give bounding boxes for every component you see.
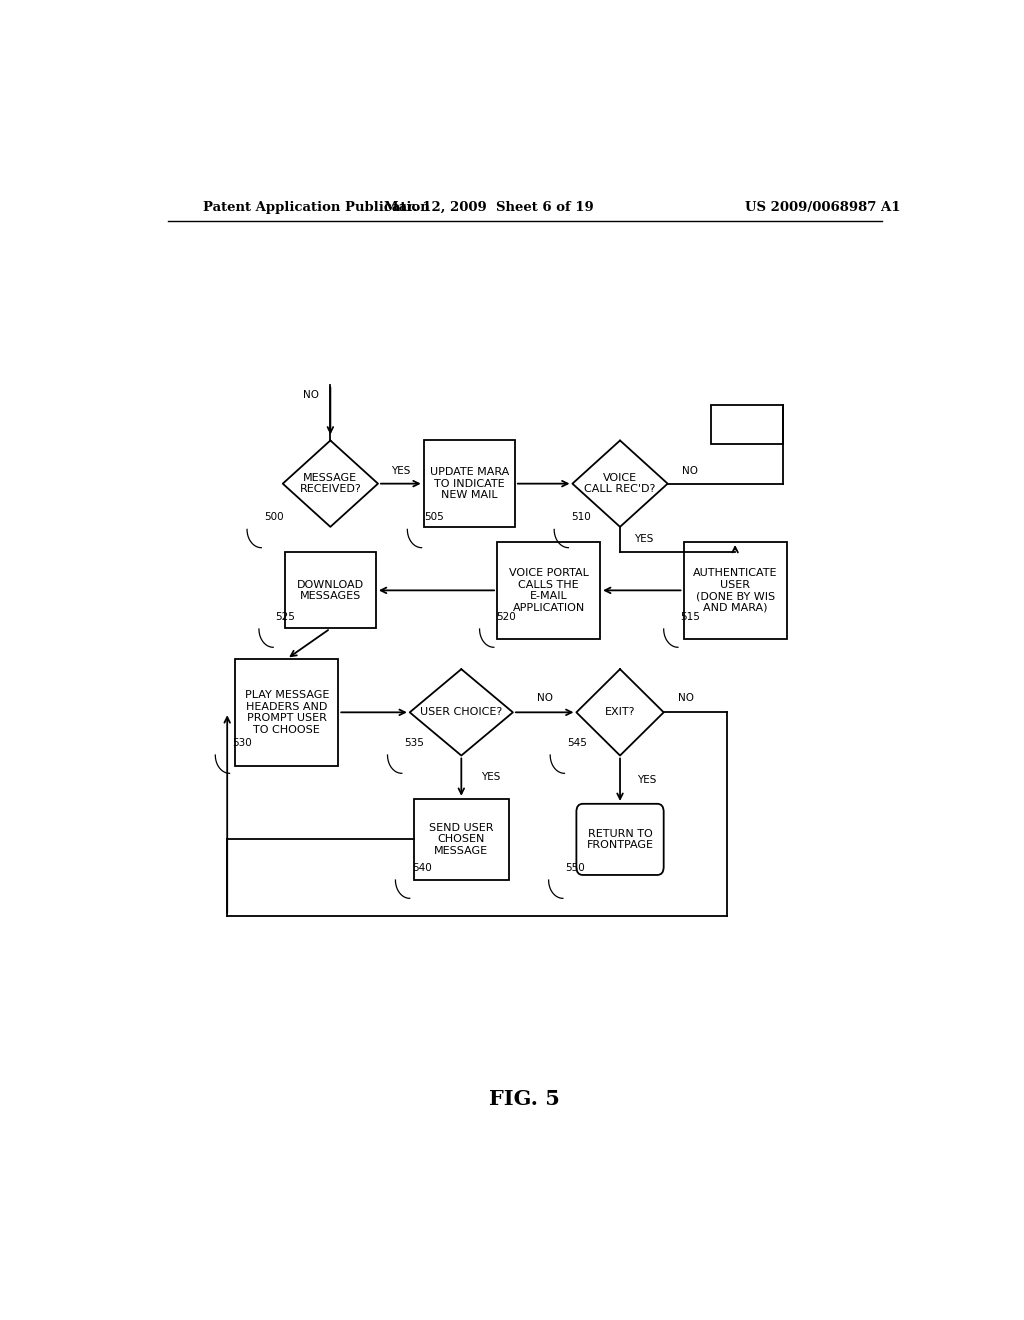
Text: 515: 515 xyxy=(680,612,700,622)
Text: 540: 540 xyxy=(412,863,432,873)
Text: NO: NO xyxy=(537,693,553,704)
Text: USER CHOICE?: USER CHOICE? xyxy=(420,708,503,717)
Text: SEND USER
CHOSEN
MESSAGE: SEND USER CHOSEN MESSAGE xyxy=(429,822,494,855)
Text: VOICE
CALL REC'D?: VOICE CALL REC'D? xyxy=(585,473,655,495)
Bar xyxy=(414,799,509,880)
Text: YES: YES xyxy=(638,775,656,784)
Text: 525: 525 xyxy=(275,612,296,622)
Text: 545: 545 xyxy=(567,738,587,748)
Text: PLAY MESSAGE
HEADERS AND
PROMPT USER
TO CHOOSE: PLAY MESSAGE HEADERS AND PROMPT USER TO … xyxy=(245,690,329,735)
Text: 535: 535 xyxy=(404,738,424,748)
Text: 520: 520 xyxy=(497,612,516,622)
Text: 510: 510 xyxy=(570,512,591,523)
Text: NO: NO xyxy=(302,389,318,400)
Text: Mar. 12, 2009  Sheet 6 of 19: Mar. 12, 2009 Sheet 6 of 19 xyxy=(384,201,594,214)
Text: NO: NO xyxy=(682,466,698,477)
Text: EXIT?: EXIT? xyxy=(605,708,635,717)
Text: RETURN TO
FRONTPAGE: RETURN TO FRONTPAGE xyxy=(587,829,653,850)
Text: 500: 500 xyxy=(264,512,284,523)
Bar xyxy=(712,405,782,444)
Text: YES: YES xyxy=(481,772,501,783)
Bar xyxy=(684,543,786,639)
Text: NO: NO xyxy=(678,693,694,704)
FancyBboxPatch shape xyxy=(577,804,664,875)
Bar xyxy=(424,441,515,527)
Text: UPDATE MARA
TO INDICATE
NEW MAIL: UPDATE MARA TO INDICATE NEW MAIL xyxy=(430,467,509,500)
Text: US 2009/0068987 A1: US 2009/0068987 A1 xyxy=(744,201,900,214)
Text: 550: 550 xyxy=(565,863,585,873)
Text: VOICE PORTAL
CALLS THE
E-MAIL
APPLICATION: VOICE PORTAL CALLS THE E-MAIL APPLICATIO… xyxy=(509,568,589,612)
Text: YES: YES xyxy=(634,535,653,544)
Text: YES: YES xyxy=(391,466,411,477)
Text: MESSAGE
RECEIVED?: MESSAGE RECEIVED? xyxy=(299,473,361,495)
Text: Patent Application Publication: Patent Application Publication xyxy=(204,201,430,214)
Bar xyxy=(285,552,376,628)
Bar xyxy=(236,659,338,766)
Text: 530: 530 xyxy=(232,738,252,748)
Text: FIG. 5: FIG. 5 xyxy=(489,1089,560,1109)
Bar xyxy=(497,543,600,639)
Text: DOWNLOAD
MESSAGES: DOWNLOAD MESSAGES xyxy=(297,579,364,601)
Text: AUTHENTICATE
USER
(DONE BY WIS
AND MARA): AUTHENTICATE USER (DONE BY WIS AND MARA) xyxy=(693,568,777,612)
Text: 505: 505 xyxy=(424,512,443,523)
